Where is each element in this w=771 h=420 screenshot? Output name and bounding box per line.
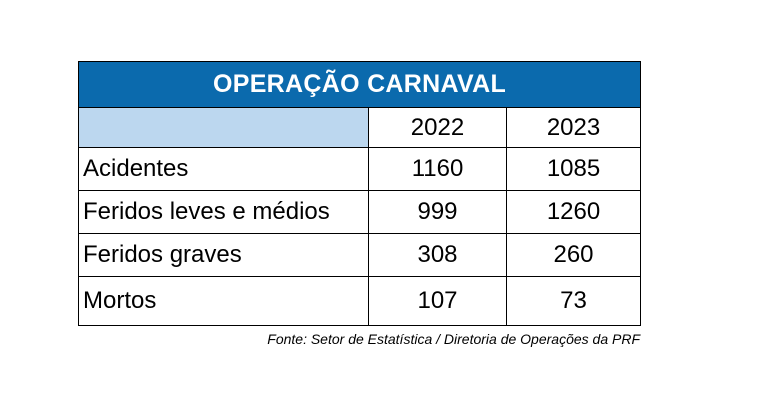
table-row: Feridos leves e médios 999 1260 xyxy=(78,190,642,234)
table-cell: 999 xyxy=(368,190,507,234)
table-cell: 260 xyxy=(505,233,642,277)
table-cell: 73 xyxy=(505,276,642,326)
row-label: Acidentes xyxy=(78,147,369,191)
row-label: Mortos xyxy=(78,276,369,326)
table-cell: 1160 xyxy=(368,147,507,191)
table-row: Mortos 107 73 xyxy=(78,276,642,326)
title-row: OPERAÇÃO CARNAVAL xyxy=(77,61,642,108)
table-cell: 1260 xyxy=(505,190,642,234)
table-row: Feridos graves 308 260 xyxy=(78,233,642,277)
data-table: OPERAÇÃO CARNAVAL 2022 2023 Acidentes 11… xyxy=(77,61,642,326)
header-row: 2022 2023 xyxy=(78,107,642,148)
row-label: Feridos graves xyxy=(78,233,369,277)
table-cell: 107 xyxy=(368,276,507,326)
row-label: Feridos leves e médios xyxy=(78,190,369,234)
table-row: Acidentes 1160 1085 xyxy=(78,147,642,191)
column-header: 2022 xyxy=(368,107,507,148)
table-cell: 1085 xyxy=(505,147,642,191)
header-corner-cell xyxy=(78,107,369,148)
source-note: Fonte: Setor de Estatística / Diretoria … xyxy=(267,331,640,347)
table-cell: 308 xyxy=(368,233,507,277)
table-container: OPERAÇÃO CARNAVAL 2022 2023 Acidentes 11… xyxy=(77,61,642,326)
table-title: OPERAÇÃO CARNAVAL xyxy=(77,61,642,108)
column-header: 2023 xyxy=(505,107,642,148)
